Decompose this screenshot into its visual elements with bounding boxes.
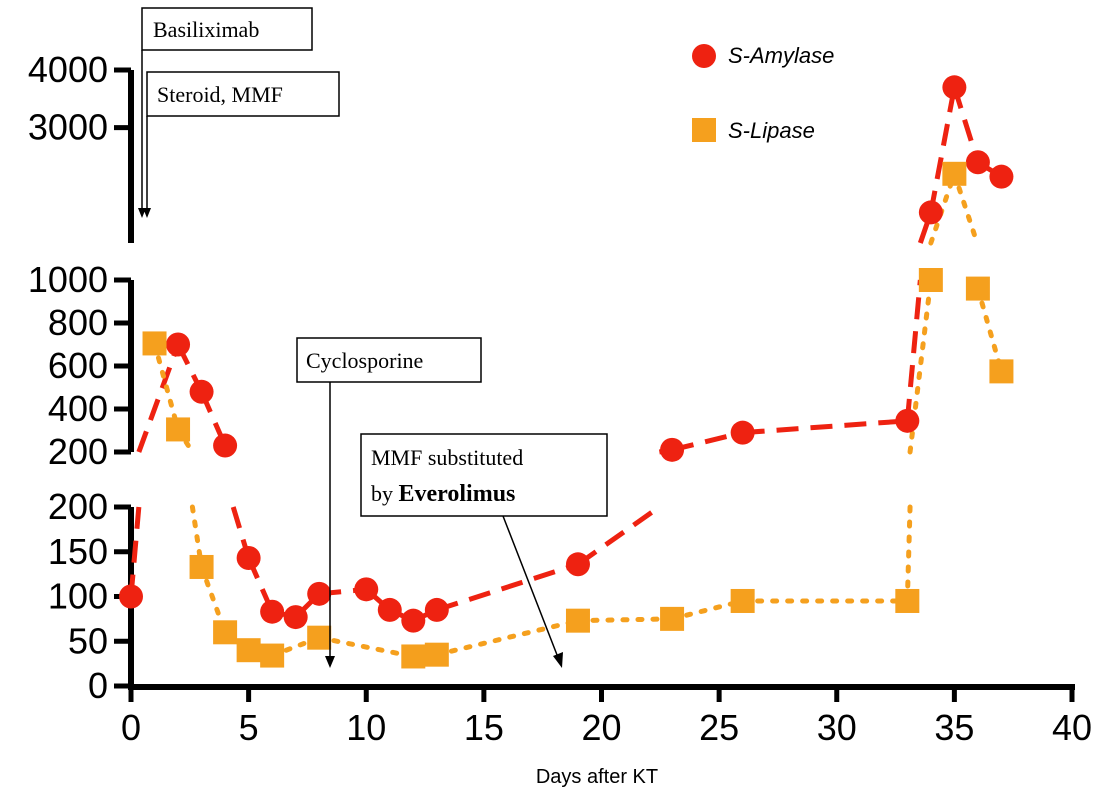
annotation-steroid-mmf-label: Steroid, MMF bbox=[157, 82, 283, 107]
amylase-point bbox=[989, 164, 1014, 189]
x-tick-label: 0 bbox=[121, 707, 141, 748]
amylase-point bbox=[730, 420, 755, 445]
series-line-amylase bbox=[951, 86, 981, 164]
amylase-point bbox=[565, 552, 590, 577]
series-line-amylase bbox=[436, 561, 579, 613]
legend-label-lipase: S-Lipase bbox=[728, 118, 815, 143]
series-line-lipase bbox=[152, 340, 181, 432]
series-line-amylase bbox=[128, 506, 142, 597]
y-tick-label: 1000 bbox=[28, 259, 108, 300]
annotation-basiliximab-label: Basiliximab bbox=[153, 17, 259, 42]
amylase-point bbox=[660, 437, 685, 462]
amylase-point bbox=[895, 408, 920, 433]
y-tick-label: 200 bbox=[48, 486, 108, 527]
lipase-point bbox=[565, 608, 590, 633]
series-line-lipase bbox=[904, 504, 913, 604]
lipase-point bbox=[989, 359, 1014, 384]
lipase-point bbox=[213, 620, 238, 645]
x-tick-label: 35 bbox=[934, 707, 974, 748]
amylase-point bbox=[965, 150, 990, 175]
annotation-cyclosporine-label: Cyclosporine bbox=[306, 348, 423, 373]
lipase-point bbox=[189, 554, 214, 579]
amylase-point bbox=[283, 605, 308, 630]
amylase-point bbox=[401, 608, 426, 633]
legend-marker-lipase bbox=[692, 118, 716, 142]
lipase-point bbox=[660, 606, 685, 631]
annotation-cyclosporine: Cyclosporine bbox=[296, 337, 482, 668]
lipase-point bbox=[730, 588, 755, 613]
y-tick-label: 150 bbox=[48, 531, 108, 572]
lipase-point bbox=[401, 644, 426, 669]
x-tick-label: 15 bbox=[464, 707, 504, 748]
amylase-point bbox=[260, 599, 285, 624]
series-line-amylase bbox=[742, 418, 908, 436]
series-lines bbox=[128, 86, 1004, 659]
amylase-point bbox=[119, 584, 143, 609]
y-tick-label: 600 bbox=[48, 345, 108, 386]
y-tick-label: 0 bbox=[88, 665, 108, 706]
legend-label-amylase: S-Amylase bbox=[728, 43, 834, 68]
lipase-point bbox=[965, 276, 990, 301]
amylase-point bbox=[918, 200, 943, 225]
annotation-basiliximab: Basiliximab bbox=[138, 7, 313, 218]
lipase-point bbox=[424, 642, 449, 667]
series-line-amylase bbox=[904, 279, 923, 422]
lipase-point bbox=[918, 268, 943, 292]
x-tick-label: 30 bbox=[817, 707, 857, 748]
y-tick-label: 50 bbox=[68, 620, 108, 661]
series-line-lipase bbox=[316, 635, 416, 659]
amylase-point bbox=[377, 597, 402, 622]
annotation-everolimus-line1: MMF substituted bbox=[371, 445, 523, 470]
annotation-everolimus-line2: by Everolimus bbox=[371, 481, 515, 507]
x-tick-label: 40 bbox=[1052, 707, 1092, 748]
lipase-point bbox=[236, 638, 261, 663]
y-tick-label: 200 bbox=[48, 431, 108, 472]
legend: S-Amylase S-Lipase bbox=[692, 43, 834, 143]
lipase-point bbox=[895, 588, 920, 613]
y-tick-label: 3000 bbox=[28, 107, 108, 148]
amylase-point bbox=[307, 581, 332, 606]
series-line-lipase bbox=[434, 618, 581, 658]
series-line-amylase bbox=[917, 211, 934, 244]
series-line-amylase bbox=[928, 86, 957, 213]
annotation-everolimus-bold: Everolimus bbox=[399, 481, 516, 507]
y-tick-label: 4000 bbox=[28, 49, 108, 90]
annotation-steroid-mmf: Steroid, MMF bbox=[143, 71, 340, 218]
lipase-point bbox=[260, 643, 285, 668]
lipase-point bbox=[307, 625, 332, 650]
y-tick-label: 800 bbox=[48, 302, 108, 343]
amylase-point bbox=[189, 379, 214, 404]
y-tick-label: 100 bbox=[48, 576, 108, 617]
x-ticks: 0 5 10 15 20 25 30 35 40 bbox=[121, 687, 1092, 748]
legend-marker-amylase bbox=[692, 44, 716, 68]
annotation-everolimus-prefix: by bbox=[371, 481, 399, 506]
amylase-point bbox=[236, 546, 261, 571]
lipase-point bbox=[942, 161, 967, 186]
series-line-amylase bbox=[671, 430, 744, 453]
series-line-lipase bbox=[575, 616, 675, 624]
amylase-point bbox=[354, 577, 379, 602]
annotation-everolimus: MMF substituted by Everolimus bbox=[360, 433, 608, 668]
amylase-point bbox=[213, 433, 238, 458]
x-axis-title: Days after KT bbox=[536, 766, 658, 788]
x-tick-label: 20 bbox=[581, 707, 621, 748]
amylase-point bbox=[166, 332, 191, 357]
series-markers bbox=[119, 75, 1014, 669]
x-tick-label: 5 bbox=[239, 707, 259, 748]
lipase-point bbox=[166, 417, 191, 442]
series-line-amylase bbox=[576, 504, 661, 567]
x-tick-label: 25 bbox=[699, 707, 739, 748]
x-tick-label: 10 bbox=[346, 707, 386, 748]
series-line-lipase bbox=[975, 286, 1004, 374]
amylase-point bbox=[424, 597, 449, 622]
y-tick-label: 400 bbox=[48, 388, 108, 429]
lipase-point bbox=[142, 331, 167, 356]
series-line-amylase bbox=[136, 343, 181, 453]
series-line-lipase bbox=[951, 171, 980, 246]
amylase-point bbox=[942, 75, 967, 100]
